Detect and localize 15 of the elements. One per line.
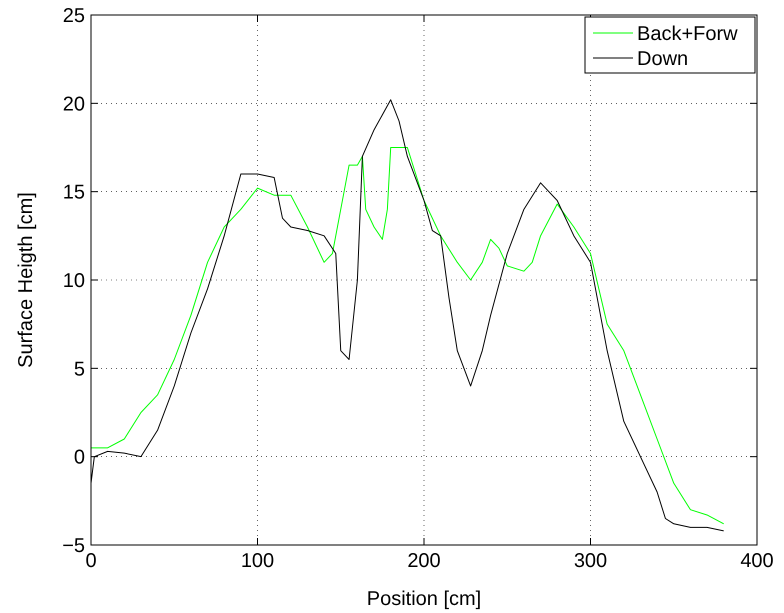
y-tick-label: 0 <box>74 446 85 469</box>
x-tick-label: 400 <box>740 550 774 572</box>
legend-label: Down <box>637 48 688 70</box>
y-tick-label: 15 <box>62 182 85 204</box>
x-tick-label: 100 <box>240 550 274 572</box>
y-axis-title: Surface Heigth [cm] <box>15 192 37 368</box>
x-tick-label: 200 <box>407 550 441 572</box>
y-tick-label: −5 <box>62 535 85 557</box>
y-tick-label: 10 <box>62 270 85 292</box>
y-tick-label: 20 <box>62 93 85 116</box>
x-tick-label: 300 <box>574 550 608 572</box>
legend-label: Back+Forw <box>637 23 738 45</box>
y-tick-label: 5 <box>74 358 85 380</box>
x-axis-title: Position [cm] <box>366 588 482 610</box>
y-tick-label: 25 <box>62 5 85 27</box>
